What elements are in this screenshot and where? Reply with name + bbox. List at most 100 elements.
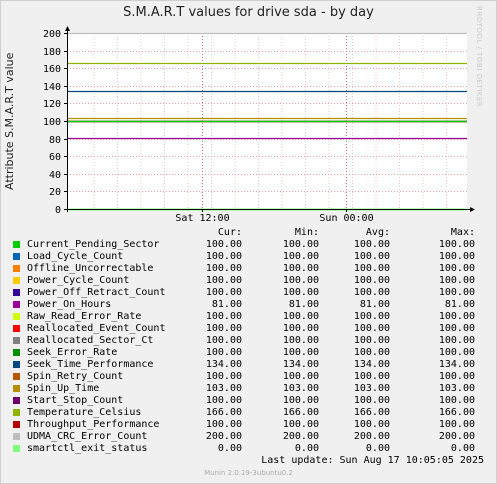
legend-max-value: 100.00 [438,251,475,262]
legend-cur-value: 103.00 [205,383,242,394]
legend-max-value: 81.00 [444,299,475,310]
legend-series-name: Seek_Time_Performance [27,359,154,370]
legend-max-value: 100.00 [438,275,475,286]
legend-row: Power_On_Hours 81.00 81.00 81.00 81.00 [0,299,497,311]
legend-max-value: 200.00 [438,431,475,442]
header-cur: Cur: [217,227,242,238]
legend-row: Power_Off_Retract_Count 100.00 100.00 100.0… [0,287,497,299]
legend-swatch [13,361,20,368]
legend-row: smartctl_exit_status 0.00 0.00 0.00 0.00 [0,443,497,455]
y-tick-label: 80 [49,135,61,146]
legend-max-value: 100.00 [438,311,475,322]
legend-row: Seek_Error_Rate 100.00 100.00 100.00 100.00 [0,347,497,359]
legend-max-value: 100.00 [438,335,475,346]
legend-series-name: Load_Cycle_Count [27,251,124,262]
legend-avg-value: 166.00 [353,407,390,418]
legend-min-value: 100.00 [282,251,319,262]
legend-swatch [13,349,20,356]
legend-avg-value: 100.00 [353,251,390,262]
legend-cur-value: 100.00 [205,311,242,322]
legend-series-name: Spin_Retry_Count [27,371,124,382]
legend-max-value: 100.00 [438,371,475,382]
legend-row: Power_Cycle_Count 100.00 100.00 100.00 100.0… [0,275,497,287]
legend-swatch [13,265,20,272]
last-update: Last update: Sun Aug 17 10:05:05 2025 [261,455,484,466]
legend-max-value: 100.00 [438,395,475,406]
legend-swatch [13,445,20,452]
y-axis-arrow [65,26,70,31]
legend-cur-value: 100.00 [205,275,242,286]
legend-avg-value: 100.00 [353,419,390,430]
legend-avg-value: 100.00 [353,275,390,286]
y-tick-label: 120 [43,99,61,110]
legend-max-value: 134.00 [438,359,475,370]
legend-min-value: 166.00 [282,407,319,418]
legend-series-name: Seek_Error_Rate [27,347,118,358]
legend-swatch [13,433,20,440]
munin-version: Munin 2.0.19-3ubuntu0.2 [204,469,293,477]
y-tick-label: 60 [49,152,61,163]
legend-cur-value: 100.00 [205,239,242,250]
legend-max-value: 0.00 [450,443,475,454]
legend-min-value: 100.00 [282,347,319,358]
legend-min-value: 100.00 [282,371,319,382]
legend-cur-value: 100.00 [205,371,242,382]
legend-max-value: 100.00 [438,323,475,334]
y-tick-label: 100 [43,117,61,128]
legend-min-value: 100.00 [282,263,319,274]
legend-series-name: Reallocated_Sector_Ct [27,335,154,346]
x-tick-label: Sat 12:00 [175,213,229,224]
legend-min-value: 100.00 [282,275,319,286]
legend-row: UDMA_CRC_Error_Count 200.00 200.00 200.00 20… [0,431,497,443]
y-tick-label: 40 [49,170,61,181]
legend-avg-value: 103.00 [353,383,390,394]
legend-min-value: 100.00 [282,239,319,250]
legend-cur-value: 0.00 [217,443,242,454]
legend-cur-value: 100.00 [205,335,242,346]
legend-avg-value: 81.00 [359,299,390,310]
legend-series-name: UDMA_CRC_Error_Count [27,431,148,442]
legend-row: Raw_Read_Error_Rate 100.00 100.00 100.00 100… [0,311,497,323]
legend-row: Throughput_Performance 100.00 100.00 100.00… [0,419,497,431]
legend-swatch [13,385,20,392]
legend-min-value: 100.00 [282,323,319,334]
header-min: Min: [294,227,319,238]
legend-row: Seek_Time_Performance 134.00 134.00 134.00 1… [0,359,497,371]
legend-swatch [13,301,20,308]
legend-cur-value: 100.00 [205,419,242,430]
legend-max-value: 100.00 [438,263,475,274]
legend-swatch [13,373,20,380]
legend-series-name: Start_Stop_Count [27,395,124,406]
y-tick-label: 0 [55,205,61,216]
legend-avg-value: 100.00 [353,287,390,298]
legend-series-name: smartctl_exit_status [27,443,148,454]
legend-avg-value: 100.00 [353,395,390,406]
legend-series-name: Temperature_Celsius [27,407,142,418]
legend-cur-value: 81.00 [211,299,242,310]
legend-avg-value: 100.00 [353,311,390,322]
legend-cur-value: 100.00 [205,251,242,262]
legend-min-value: 100.00 [282,287,319,298]
plot-area: 0 20 40 60 80 100 120 140 160 180 200 Sat 12:00 Sun … [43,26,475,224]
legend-swatch [13,277,20,284]
legend-row: Reallocated_Event_Count 100.00 100.00 100.0… [0,323,497,335]
y-tick-label: 180 [43,47,61,58]
y-tick-label: 20 [49,187,61,198]
legend-series-name: Throughput_Performance [27,419,160,430]
legend-row: Temperature_Celsius 166.00 166.00 166.00 166… [0,407,497,419]
legend-max-value: 100.00 [438,347,475,358]
legend-min-value: 0.00 [294,443,319,454]
header-max: Max: [450,227,475,238]
legend-series-name: Power_On_Hours [27,299,112,310]
y-tick-label: 200 [43,29,61,40]
legend-min-value: 100.00 [282,335,319,346]
legend-row: Spin_Up_Time 103.00 103.00 103.00 103.00 [0,383,497,395]
legend-swatch [13,313,20,320]
legend-row: Spin_Retry_Count 100.00 100.00 100.00 100.00 [0,371,497,383]
legend-series-name: Power_Cycle_Count [27,275,130,286]
legend-cur-value: 100.00 [205,395,242,406]
legend-swatch [13,253,20,260]
legend-series-name: Power_Off_Retract_Count [27,287,166,298]
legend-avg-value: 0.00 [365,443,390,454]
y-tick-label: 160 [43,64,61,75]
